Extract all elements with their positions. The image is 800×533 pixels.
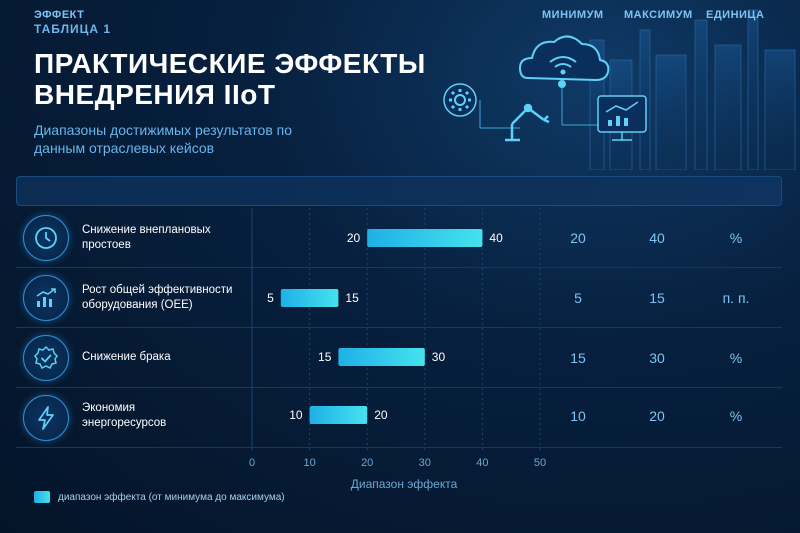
x-axis-label: Диапазон эффекта [351, 477, 458, 491]
iiot-hero-illustration [443, 9, 796, 170]
row-effect-label: Снижение брака [82, 351, 171, 363]
col-header-unit: ЕДИНИЦА [706, 9, 765, 21]
row-min-value: 5 [574, 290, 582, 306]
col-header-effect: ЭФФЕКТ [34, 9, 85, 21]
x-tick-label: 20 [361, 457, 373, 469]
row-unit: % [729, 230, 743, 246]
range-bar [309, 406, 368, 424]
growth-chart-icon [23, 275, 69, 321]
row-divider [16, 327, 782, 328]
gear-icon [443, 83, 477, 117]
row-divider [16, 387, 782, 388]
row-divider [16, 267, 782, 268]
range-bar [338, 348, 425, 366]
lightning-icon [23, 395, 69, 441]
row-effect-label: Рост общей эффективности оборудования (O… [82, 284, 233, 311]
x-tick-label: 30 [419, 457, 431, 469]
monitor-chart-icon [597, 95, 647, 141]
row-max-value: 30 [649, 350, 665, 366]
row-unit: п. п. [722, 290, 750, 306]
clock-icon [23, 215, 69, 261]
page-subtitle: Диапазоны достижимых результатов по данн… [34, 122, 293, 156]
page-title: ПРАКТИЧЕСКИЕ ЭФФЕКТЫ ВНЕДРЕНИЯ IIoT [34, 48, 426, 110]
col-header-min: МИНИМУМ [542, 9, 604, 21]
bar-max-label: 20 [374, 408, 388, 422]
range-bar [280, 289, 339, 307]
row-divider [16, 447, 782, 448]
row-max-value: 15 [649, 290, 665, 306]
legend-label: диапазон эффекта (от минимума до максиму… [58, 492, 285, 503]
x-tick-label: 50 [534, 457, 546, 469]
bar-min-label: 5 [267, 291, 274, 305]
bar-max-label: 40 [489, 231, 503, 245]
robot-arm-icon [505, 103, 550, 142]
row-max-value: 40 [649, 230, 665, 246]
col-header-max: МАКСИМУМ [624, 9, 693, 21]
bar-min-label: 15 [318, 350, 332, 364]
row-max-value: 20 [649, 408, 665, 424]
row-effect-label: Снижение внеплановых простоев [82, 224, 211, 251]
row-unit: % [729, 408, 743, 424]
range-bar [367, 229, 483, 247]
row-min-value: 20 [570, 230, 586, 246]
x-tick-label: 0 [249, 457, 255, 469]
table-header [16, 176, 782, 206]
legend-swatch [34, 491, 50, 503]
row-min-value: 15 [570, 350, 586, 366]
row-effect-label: Экономия энергоресурсов [82, 402, 167, 429]
bar-min-label: 20 [347, 231, 361, 245]
bar-max-label: 30 [432, 350, 446, 364]
cloud-wifi-icon [518, 35, 610, 88]
bar-min-label: 10 [289, 408, 303, 422]
row-min-value: 10 [570, 408, 586, 424]
bar-max-label: 15 [345, 291, 359, 305]
x-tick-label: 40 [476, 457, 488, 469]
quality-badge-icon [23, 335, 69, 381]
x-tick-label: 10 [303, 457, 315, 469]
header-kicker: ТАБЛИЦА 1 [34, 22, 112, 36]
row-unit: % [729, 350, 743, 366]
